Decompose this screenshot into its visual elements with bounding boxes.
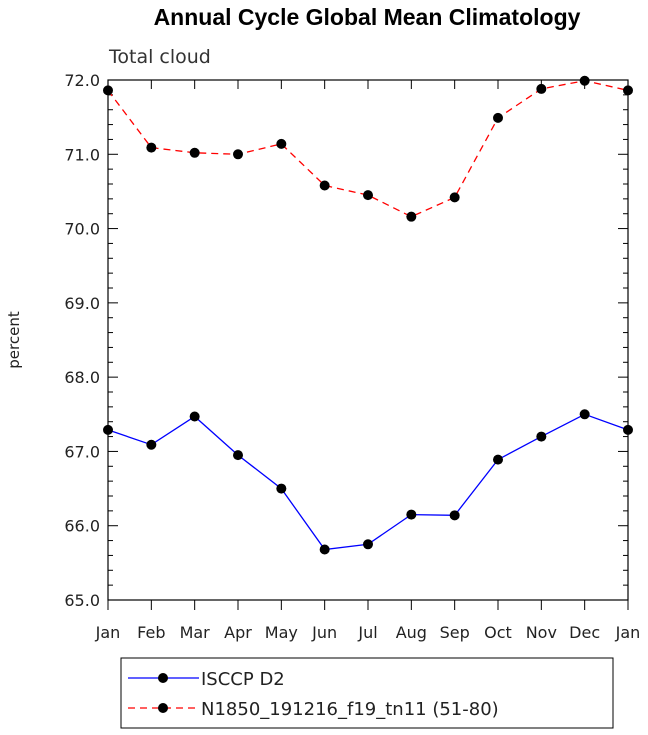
x-tick-labels: Jan Feb Mar Apr May Jun Jul Aug Sep Oct Nov Dec Jan (95, 623, 641, 642)
legend-label-series-1: ISCCP D2 (201, 669, 285, 690)
data-point-series-2 (363, 190, 373, 201)
y-tick-label: 69.0 (64, 294, 100, 313)
legend-marker-series-2 (158, 703, 168, 713)
x-tick-label: Nov (526, 623, 557, 642)
series-line-1 (107, 413, 629, 551)
data-point-series-1 (103, 424, 113, 435)
data-point-series-2 (319, 180, 330, 191)
x-tick-label: Jan (615, 623, 641, 642)
data-point-series-1 (363, 539, 373, 550)
data-point-series-2 (189, 147, 200, 158)
data-point-series-1 (623, 424, 633, 435)
data-point-series-1 (406, 509, 417, 520)
y-axis-label: percent (5, 311, 23, 369)
data-point-series-1 (579, 409, 590, 420)
x-tick-label: Jun (311, 623, 337, 642)
data-point-series-1 (493, 454, 503, 465)
y-tick-label: 68.0 (64, 368, 100, 387)
axis-ticks (107, 79, 629, 610)
plot-area-border (107, 79, 629, 601)
x-tick-label: Apr (224, 623, 252, 642)
x-tick-label: Jul (357, 623, 377, 642)
x-tick-label: Mar (180, 623, 211, 642)
data-point-series-2 (623, 85, 633, 96)
data-point-series-1 (449, 510, 460, 521)
data-point-series-1 (233, 450, 243, 461)
chart-title: Annual Cycle Global Mean Climatology (154, 4, 581, 30)
data-point-series-1 (189, 411, 200, 422)
data-point-series-1 (536, 431, 547, 442)
y-tick-labels: 65.0 66.0 67.0 68.0 69.0 70.0 71.0 72.0 (64, 71, 100, 610)
data-point-series-2 (449, 192, 460, 203)
y-tick-label: 71.0 (64, 145, 100, 164)
data-point-series-2 (536, 83, 547, 94)
x-tick-label: Jan (95, 623, 121, 642)
legend: ISCCP D2 N1850_191216_f19_tn11 (51-80) (120, 657, 614, 729)
series-layer (103, 75, 633, 555)
y-tick-label: 72.0 (64, 71, 100, 90)
data-point-series-2 (493, 112, 503, 123)
x-tick-label: Oct (484, 623, 512, 642)
legend-marker-series-1 (158, 673, 168, 683)
data-point-series-2 (103, 85, 113, 96)
y-tick-label: 66.0 (64, 517, 100, 536)
data-point-series-1 (319, 544, 330, 555)
data-point-series-2 (276, 138, 287, 149)
y-tick-label: 70.0 (64, 220, 100, 239)
y-tick-label: 67.0 (64, 442, 100, 461)
x-tick-label: Dec (569, 623, 600, 642)
data-point-series-2 (406, 211, 417, 222)
data-point-series-2 (233, 149, 243, 160)
legend-box (120, 657, 614, 729)
data-point-series-1 (146, 439, 157, 450)
x-tick-label: Aug (396, 623, 427, 642)
data-point-series-2 (146, 142, 157, 153)
x-tick-label: May (265, 623, 298, 642)
data-point-series-2 (579, 75, 590, 86)
y-tick-label: 65.0 (64, 591, 100, 610)
x-tick-label: Sep (440, 623, 470, 642)
legend-label-series-2: N1850_191216_f19_tn11 (51-80) (201, 699, 499, 720)
data-point-series-1 (276, 483, 287, 494)
x-tick-label: Feb (137, 623, 165, 642)
chart-subtitle: Total cloud (108, 46, 211, 68)
